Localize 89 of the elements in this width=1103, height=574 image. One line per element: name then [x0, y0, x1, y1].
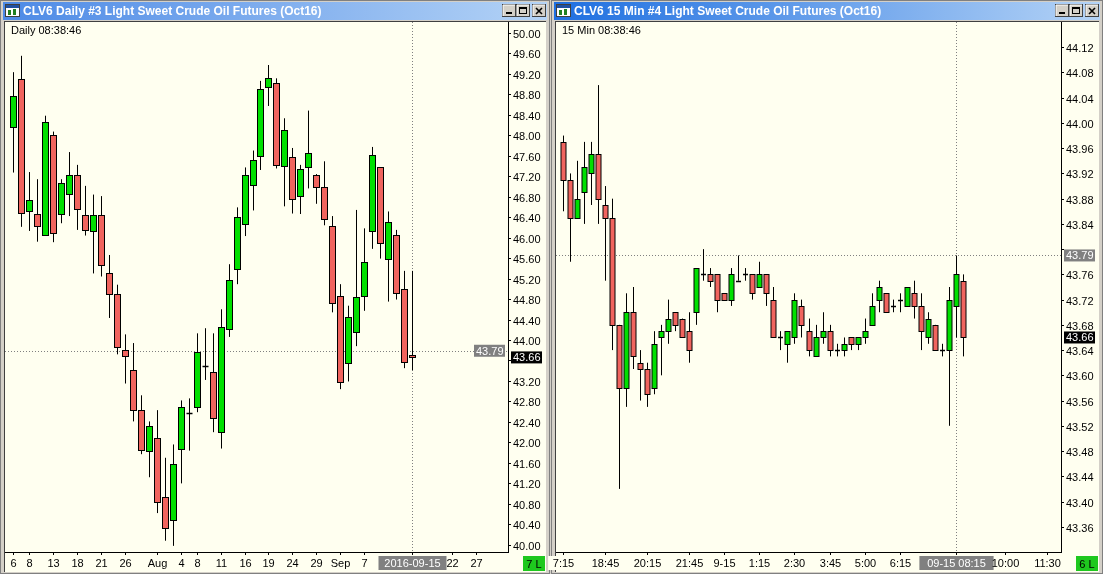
x-tick-label: 11: [215, 557, 228, 569]
x-tick-label: Aug: [147, 557, 168, 569]
y-tick-label: 44.40: [513, 314, 541, 327]
y-tick-label: 46.80: [513, 191, 541, 204]
y-tick-label: 43.72: [1066, 294, 1094, 307]
y-tick-label: 47.20: [513, 170, 541, 183]
y-tick-label: 42.80: [513, 395, 541, 408]
x-tick-label: 24: [286, 557, 299, 569]
y-tick-label: 43.56: [1066, 395, 1094, 408]
x-tick-label: 18:45: [591, 557, 620, 569]
x-tick-label: 6: [10, 557, 17, 569]
y-tick-label: 43.88: [1066, 193, 1094, 206]
y-tick-label: 40.80: [513, 498, 541, 511]
y-tick-label: 47.60: [513, 150, 541, 163]
chart-title: CLV6 Daily #3 Light Sweet Crude Oil Futures (Oct16): [23, 4, 322, 18]
y-tick-label: 48.80: [513, 88, 541, 101]
ref-line-label: 43.79: [476, 344, 504, 357]
y-tick-label: 43.20: [513, 375, 541, 388]
y-tick-label: 49.60: [513, 47, 541, 60]
x-tick-label: 19: [262, 557, 275, 569]
text: 7 L: [526, 557, 542, 570]
y-tick-label: 48.40: [513, 109, 541, 122]
y-tick-label: 45.60: [513, 252, 541, 265]
y-tick-label: 44.00: [1066, 117, 1094, 130]
x-tick-label: 8: [26, 557, 33, 569]
x-tick-label: 1:15: [748, 557, 771, 569]
x-tick-label: 21:45: [675, 557, 704, 569]
candlestick: [122, 333, 129, 385]
x-tick-label: 18: [71, 557, 84, 569]
y-tick-label: 44.08: [1066, 66, 1094, 79]
y-tick-label: 50.00: [513, 27, 541, 40]
y-tick-label: 43.64: [1066, 344, 1094, 357]
y-tick-label: 43.76: [1066, 268, 1094, 281]
y-tick-label: 44.12: [1066, 41, 1094, 54]
x-tick-label: 7:15: [552, 557, 575, 569]
x-tick-label: 21: [95, 557, 108, 569]
x-tick-label: 29: [310, 557, 323, 569]
y-tick-label: 41.60: [513, 457, 541, 470]
chart-subtitle: 15 Min 08:38:46: [562, 24, 641, 36]
y-tick-label: 43.96: [1066, 142, 1094, 155]
y-tick-label: 41.20: [513, 477, 541, 490]
y-tick-label: 42.40: [513, 416, 541, 429]
x-tick-label: 13: [47, 557, 60, 569]
y-tick-label: 43.48: [1066, 445, 1094, 458]
y-tick-label: 43.84: [1066, 218, 1094, 231]
candlestick: [305, 110, 312, 189]
y-tick-label: 44.00: [513, 334, 541, 347]
y-tick-label: 40.40: [513, 518, 541, 531]
x-tick-label: 6:15: [889, 557, 912, 569]
y-tick-label: 44.04: [1066, 92, 1094, 105]
x-tick-label: 7: [361, 557, 368, 569]
y-tick-label: 46.40: [513, 211, 541, 224]
x-tick-label: 2:30: [783, 557, 806, 569]
candlestick: [869, 292, 876, 326]
x-tick-label: 9-15: [713, 557, 736, 569]
chart-subtitle: Daily 08:38:46: [11, 24, 82, 36]
y-tick-label: 43.36: [1066, 521, 1094, 534]
text: 6 L: [1079, 557, 1095, 570]
ref-line-label: 43.79: [1066, 249, 1094, 262]
y-tick-label: 45.20: [513, 273, 541, 286]
x-tick-label: 16: [239, 557, 252, 569]
x-tick-label: 09-15 08:15: [927, 557, 986, 569]
x-tick-label: Sep: [330, 557, 351, 569]
x-tick-label: 3:45: [819, 557, 842, 569]
annotation: 43.66: [513, 351, 541, 364]
y-tick-label: 43.92: [1066, 167, 1094, 180]
y-tick-label: 48.00: [513, 129, 541, 142]
x-tick-label: 11:30: [1034, 557, 1061, 569]
x-tick-label: 22: [446, 557, 459, 569]
x-tick-label: 5:00: [854, 557, 877, 569]
x-tick-label: 27: [470, 557, 483, 569]
y-tick-label: 43.52: [1066, 420, 1094, 433]
annotation: 43.66: [1066, 331, 1094, 344]
y-tick-label: 43.68: [1066, 319, 1094, 332]
y-tick-label: 43.60: [1066, 369, 1094, 382]
x-tick-label: 2016-09-15: [384, 557, 441, 569]
y-tick-label: 40.00: [513, 539, 541, 552]
x-tick-label: 20:15: [633, 557, 662, 569]
y-tick-label: 43.44: [1066, 470, 1094, 483]
y-tick-label: 44.80: [513, 293, 541, 306]
x-tick-label: 10:00: [991, 557, 1020, 569]
y-tick-label: 43.40: [1066, 496, 1094, 509]
y-tick-label: 42.00: [513, 436, 541, 449]
chart-title: CLV6 15 Min #4 Light Sweet Crude Oil Futures (Oct16): [574, 4, 882, 18]
y-tick-label: 46.00: [513, 232, 541, 245]
x-tick-label: 26: [119, 557, 132, 569]
x-tick-label: 8: [194, 557, 201, 569]
y-tick-label: 49.20: [513, 68, 541, 81]
x-tick-label: 4: [178, 557, 185, 569]
